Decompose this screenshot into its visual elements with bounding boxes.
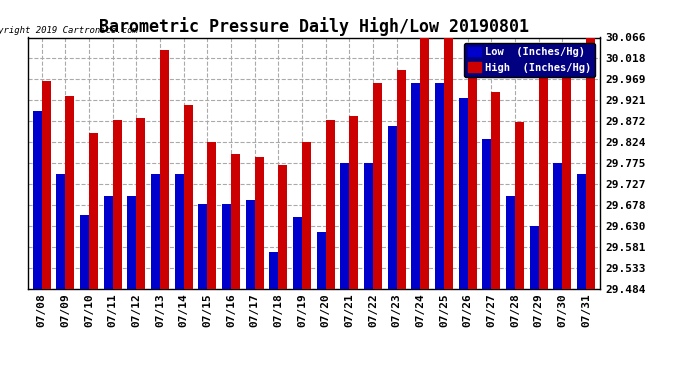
Bar bbox=[586, 36, 595, 289]
Bar bbox=[270, 252, 279, 289]
Bar bbox=[302, 141, 311, 289]
Bar bbox=[293, 217, 302, 289]
Bar bbox=[444, 38, 453, 289]
Legend: Low  (Inches/Hg), High  (Inches/Hg): Low (Inches/Hg), High (Inches/Hg) bbox=[464, 43, 595, 77]
Bar bbox=[468, 49, 477, 289]
Bar bbox=[208, 141, 217, 289]
Bar bbox=[326, 120, 335, 289]
Bar bbox=[515, 122, 524, 289]
Bar bbox=[57, 174, 66, 289]
Bar bbox=[397, 70, 406, 289]
Bar bbox=[42, 81, 51, 289]
Bar bbox=[340, 163, 349, 289]
Bar bbox=[246, 200, 255, 289]
Bar bbox=[562, 70, 571, 289]
Bar bbox=[553, 163, 562, 289]
Bar bbox=[184, 105, 193, 289]
Bar bbox=[506, 195, 515, 289]
Bar bbox=[435, 83, 444, 289]
Bar bbox=[175, 174, 184, 289]
Bar bbox=[491, 92, 500, 289]
Bar bbox=[33, 111, 42, 289]
Bar bbox=[373, 83, 382, 289]
Bar bbox=[364, 163, 373, 289]
Bar bbox=[577, 174, 586, 289]
Bar bbox=[89, 133, 98, 289]
Bar bbox=[199, 204, 208, 289]
Bar bbox=[128, 195, 137, 289]
Bar bbox=[231, 154, 240, 289]
Bar bbox=[151, 174, 160, 289]
Bar bbox=[349, 116, 358, 289]
Bar bbox=[66, 96, 75, 289]
Bar bbox=[104, 195, 112, 289]
Title: Barometric Pressure Daily High/Low 20190801: Barometric Pressure Daily High/Low 20190… bbox=[99, 17, 529, 36]
Text: Copyright 2019 Cartronics.com: Copyright 2019 Cartronics.com bbox=[0, 26, 138, 35]
Bar bbox=[459, 98, 468, 289]
Bar bbox=[160, 50, 169, 289]
Bar bbox=[255, 157, 264, 289]
Bar bbox=[539, 70, 548, 289]
Bar bbox=[137, 118, 146, 289]
Bar bbox=[317, 232, 326, 289]
Bar bbox=[388, 126, 397, 289]
Bar bbox=[411, 83, 420, 289]
Bar bbox=[530, 226, 539, 289]
Bar bbox=[80, 215, 89, 289]
Bar bbox=[482, 140, 491, 289]
Bar bbox=[112, 120, 122, 289]
Bar bbox=[279, 165, 288, 289]
Bar bbox=[222, 204, 231, 289]
Bar bbox=[420, 38, 429, 289]
